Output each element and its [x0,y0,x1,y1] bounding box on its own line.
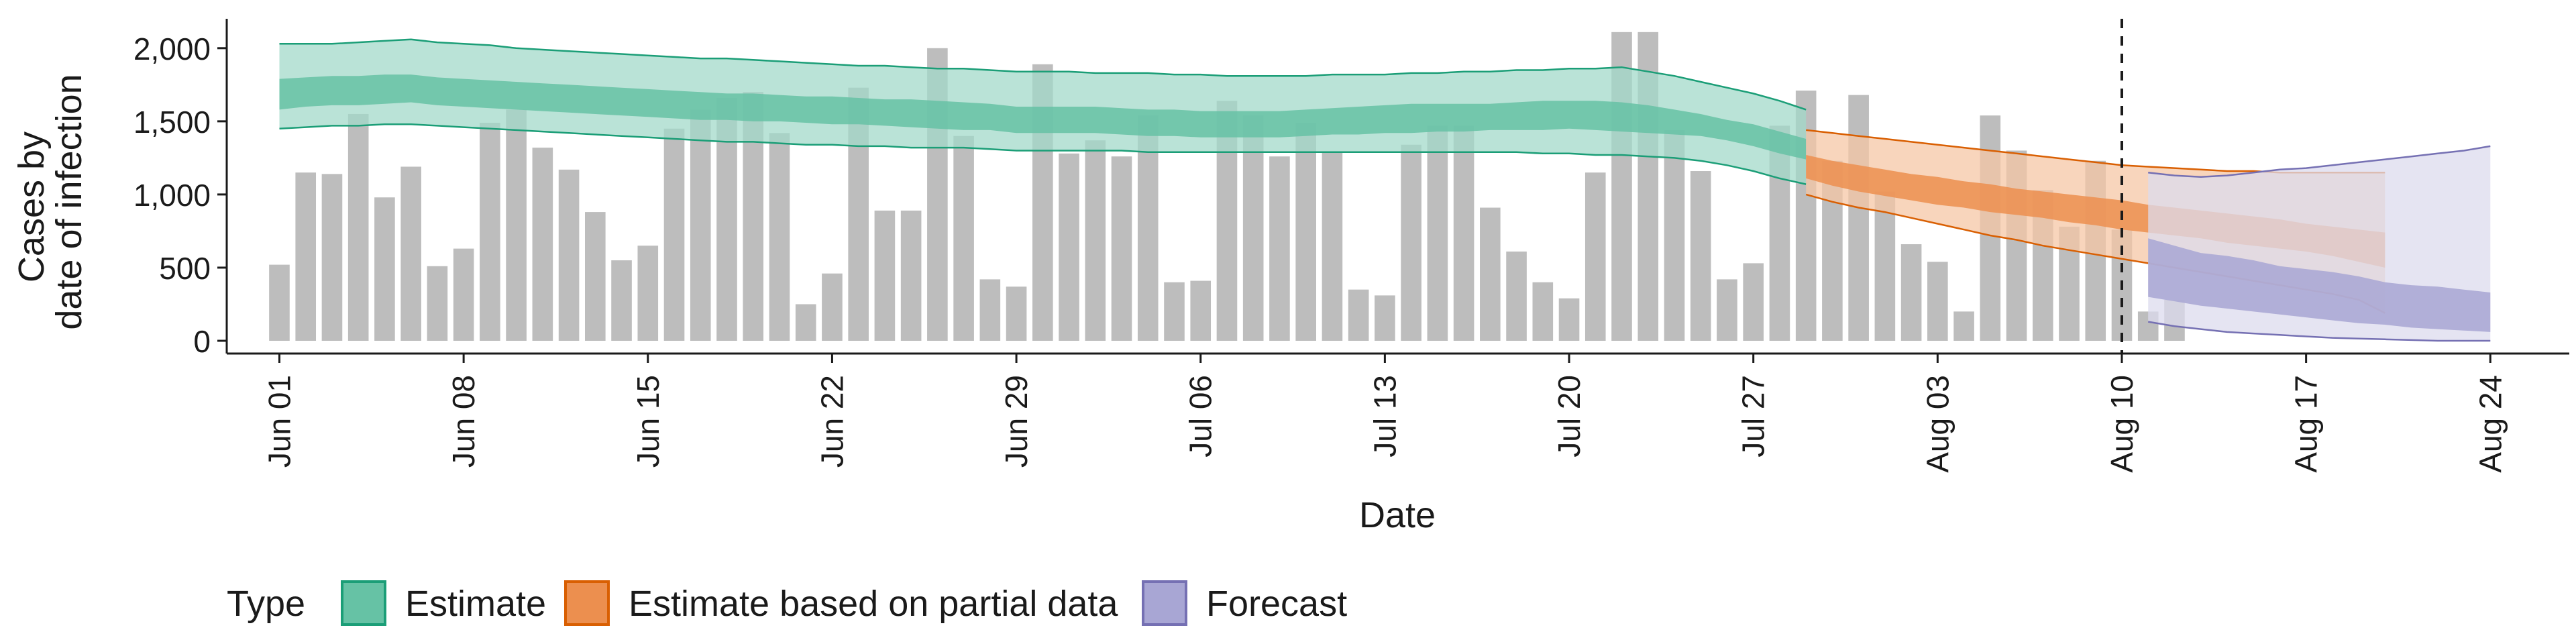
x-tick-label: Jun 01 [262,375,297,468]
legend-key-estimate [341,580,386,626]
bar [347,113,369,341]
y-axis: 0 500 1,000 1,500 2,000 [133,32,227,359]
bar [1006,286,1027,341]
ribbon-lower-edge-estimate [279,123,1807,185]
bar [1743,263,1764,341]
ribbon-50-estimate [279,74,1807,160]
legend-key-forecast [1142,580,1187,626]
x-tick-label: Jun 08 [446,375,481,468]
bar [321,174,343,341]
legend-title: Type [227,584,305,624]
bar [427,266,448,341]
bar [374,197,395,341]
ribbon-50-forecast [2148,238,2491,332]
bar [1242,115,1264,341]
y-axis-label-line2: date of infection [49,74,89,329]
bar [663,128,685,341]
bar [1322,152,1343,341]
bar [480,123,500,341]
x-tick-label: Aug 24 [2473,375,2508,473]
x-tick-label: Aug 03 [1920,375,1955,473]
legend-key-partial [564,580,610,626]
bar [1085,140,1106,341]
bar [400,166,421,341]
bar [1269,156,1290,341]
bar [1137,115,1159,341]
ribbon-upper-edge-forecast [2148,145,2491,178]
bar [1848,95,1869,341]
ribbon-series [279,38,2491,342]
bar [1480,207,1501,341]
bar [1927,262,1948,341]
ribbon-lower-edge-forecast [2147,321,2491,342]
bar [1164,282,1185,341]
bar [506,109,527,341]
legend: Type Estimate Estimate based on partial … [227,580,1347,626]
bar [611,260,632,341]
x-axis-label: Date [1359,495,1436,535]
y-axis-label: Cases by date of infection [11,74,89,329]
bar [1900,244,1922,341]
bar [1190,280,1212,341]
bar [1558,298,1580,341]
legend-label-partial: Estimate based on partial data [629,584,1118,624]
bar [1664,129,1685,341]
x-tick-label: Jul 27 [1736,375,1771,458]
legend-label-forecast: Forecast [1206,584,1347,624]
bar [1874,191,1896,341]
bar [532,148,553,341]
bar [979,279,1001,341]
bar [769,133,790,341]
bar [637,246,659,341]
bar [1375,295,1395,341]
y-tick-label: 1,500 [133,105,211,140]
bar [1453,125,1474,341]
bar [1585,172,1606,341]
x-tick-label: Jul 06 [1183,375,1218,458]
bar [690,109,711,341]
bar [1690,171,1711,341]
x-axis: Jun 01 Jun 08 Jun 15 Jun 22 Jun 29 Jul 06 Jul … [262,354,2508,473]
bar [269,264,290,341]
bar [1059,153,1079,341]
bar [1717,279,1737,341]
x-tick-label: Jun 22 [814,375,849,468]
y-tick-label: 1,000 [133,178,211,213]
bar [453,248,474,341]
bar [1506,251,1527,341]
x-tick-label: Jul 13 [1367,375,1402,458]
bar [1532,282,1554,341]
bar [1953,311,1974,341]
bar [1427,125,1448,341]
bar [822,273,843,341]
bar [1348,289,1369,341]
bar [900,210,922,341]
bar [1295,123,1316,341]
y-tick-label: 0 [193,324,211,359]
y-tick-label: 2,000 [133,32,211,66]
x-tick-label: Jul 20 [1552,375,1587,458]
x-tick-label: Aug 10 [2104,375,2139,473]
y-tick-label: 500 [159,251,211,286]
ribbon-upper-edge-estimate [279,38,1807,111]
x-tick-label: Aug 17 [2289,375,2324,473]
x-tick-label: Jun 15 [631,375,665,468]
bar [953,136,974,341]
bar [558,169,580,341]
bar [1111,156,1132,341]
bar [295,172,317,341]
legend-label-estimate: Estimate [405,584,546,624]
bar [585,212,606,341]
bar [874,210,896,341]
y-axis-label-line1: Cases by [11,131,52,282]
x-tick-label: Jun 29 [999,375,1034,468]
bar [795,304,816,341]
bar [1401,144,1421,341]
